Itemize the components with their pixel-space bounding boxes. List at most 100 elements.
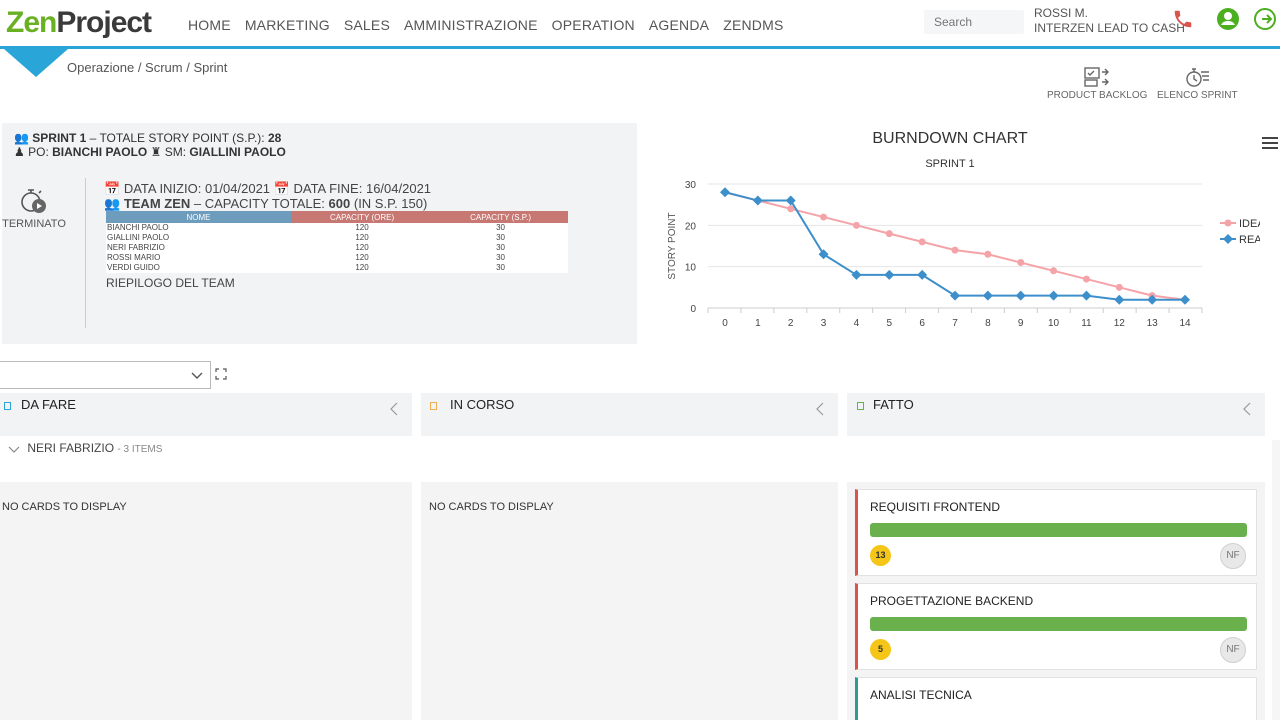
swimlane-header[interactable]: NERI FABRIZIO - 3 ITEMS: [8, 441, 162, 455]
lane-in-corso: NO CARDS TO DISPLAY: [421, 482, 838, 720]
board-scrollbar[interactable]: [1272, 440, 1280, 720]
menu-toggle-triangle[interactable]: [4, 49, 68, 77]
table-row: NERI FABRIZIO 120 30: [106, 243, 568, 253]
app-logo[interactable]: ZenProject: [6, 6, 152, 40]
chevron-down-icon: [191, 372, 203, 379]
team-name: TEAM ZEN: [123, 196, 191, 211]
chart-menu-icon[interactable]: [1262, 137, 1278, 149]
column-in-corso[interactable]: IN CORSO: [421, 393, 838, 436]
team-table: NOME CAPACITY (ORE) CAPACITY (S.P.) BIAN…: [106, 211, 568, 273]
sprint-sp-total: 28: [267, 131, 282, 145]
nav-zendms[interactable]: ZENDMS: [723, 17, 784, 33]
phone-icon[interactable]: [1172, 8, 1194, 30]
column-label: DA FARE: [21, 397, 76, 412]
capacity-total: 600: [328, 196, 351, 211]
table-row: ROSSI MARIO 120 30: [106, 253, 568, 263]
member-sp: 30: [433, 263, 568, 273]
logo-text-a: Zen: [6, 6, 57, 39]
col-nome[interactable]: NOME: [106, 211, 291, 223]
sm-name: GIALLINI PAOLO: [189, 145, 286, 159]
elenco-sprint-button[interactable]: ELENCO SPRINT: [1157, 66, 1238, 101]
x-tick-label: 13: [1147, 318, 1159, 329]
card-title: ANALISI TECNICA: [870, 688, 972, 702]
story-points-badge: 13: [870, 545, 891, 566]
stopwatch-list-icon: [1186, 68, 1210, 87]
end-label: DATA FINE:: [293, 181, 363, 196]
empty-lane-text: NO CARDS TO DISPLAY: [429, 501, 554, 513]
assignee-avatar[interactable]: NF: [1220, 637, 1246, 663]
backlog-icon: [1084, 67, 1110, 87]
chevron-down-icon: [8, 446, 20, 453]
legend-label: REALE: [1239, 234, 1260, 246]
chevron-left-icon[interactable]: [1243, 402, 1251, 416]
data-point-ideale: [984, 250, 992, 258]
expand-icon[interactable]: [215, 368, 227, 380]
nav-sales[interactable]: SALES: [343, 17, 390, 33]
col-capacity-sp[interactable]: CAPACITY (S.P.): [433, 211, 568, 223]
data-point-ideale: [852, 221, 860, 229]
nav-marketing[interactable]: MARKETING: [244, 17, 330, 33]
nav-amministrazione[interactable]: AMMINISTRAZIONE: [403, 17, 538, 33]
elenco-sprint-label: ELENCO SPRINT: [1157, 90, 1238, 101]
legend-marker: [1224, 219, 1232, 227]
data-point-ideale: [1082, 275, 1090, 283]
capacity-sp: (IN S.P. 150): [353, 196, 428, 211]
x-tick-label: 10: [1048, 318, 1060, 329]
assignee-avatar[interactable]: NF: [1220, 543, 1246, 569]
chevron-left-icon[interactable]: [816, 402, 824, 416]
col-capacity-ore[interactable]: CAPACITY (ORE): [291, 211, 434, 223]
po-label: PO:: [28, 145, 49, 159]
legend-label: IDEALE: [1239, 218, 1260, 230]
member-hours: 120: [291, 233, 434, 243]
data-point-reale: [982, 290, 993, 301]
logout-icon[interactable]: [1253, 7, 1277, 31]
data-point-reale: [917, 269, 928, 280]
column-color-icon: [857, 402, 864, 410]
chart-title: BURNDOWN CHART: [872, 130, 1028, 147]
story-points-badge: 5: [870, 639, 891, 660]
member-sp: 30: [433, 253, 568, 263]
sprint-header: 👥 SPRINT 1 – TOTALE STORY POINT (S.P.): …: [14, 131, 286, 159]
data-point-ideale: [951, 246, 959, 254]
product-backlog-button[interactable]: PRODUCT BACKLOG: [1047, 66, 1147, 101]
sprint-dates: 📅 DATA INIZIO: 01/04/2021 📅 DATA FINE: 1…: [104, 181, 431, 211]
nav-operation[interactable]: OPERATION: [551, 17, 635, 33]
data-point-reale: [1081, 290, 1092, 301]
user-info[interactable]: ROSSI M. INTERZEN LEAD TO CASH: [1034, 6, 1185, 36]
group-filter-select[interactable]: [0, 361, 211, 389]
nav-home[interactable]: HOME: [188, 17, 231, 33]
sprint-status[interactable]: TERMINATO: [2, 187, 66, 230]
member-name: BIANCHI PAOLO: [106, 223, 291, 233]
y-tick-label: 20: [685, 221, 697, 232]
x-tick-label: 2: [788, 318, 794, 329]
data-point-reale: [1015, 290, 1026, 301]
chevron-left-icon[interactable]: [390, 402, 398, 416]
search-input[interactable]: [924, 10, 1024, 34]
team-icon: 👥: [14, 131, 29, 145]
task-card[interactable]: REQUISITI FRONTEND 13 NF: [855, 489, 1257, 576]
user-company: INTERZEN LEAD TO CASH: [1034, 21, 1185, 35]
user-icon[interactable]: [1216, 7, 1240, 31]
legend-marker: [1223, 234, 1233, 244]
y-tick-label: 10: [685, 263, 697, 274]
x-tick-label: 5: [887, 318, 893, 329]
table-row: VERDI GUIDO 120 30: [106, 263, 568, 273]
data-point-reale: [851, 269, 862, 280]
breadcrumb[interactable]: Operazione / Scrum / Sprint: [67, 60, 228, 75]
lane-da-fare: NO CARDS TO DISPLAY: [0, 482, 412, 720]
data-point-ideale: [1050, 267, 1058, 275]
nav-agenda[interactable]: AGENDA: [648, 17, 710, 33]
task-card[interactable]: ANALISI TECNICA: [855, 677, 1257, 720]
member-sp: 30: [433, 243, 568, 253]
swimlane-count: - 3 ITEMS: [117, 444, 163, 455]
sprint-sp-label: – TOTALE STORY POINT (S.P.):: [89, 131, 265, 145]
capacity-label: – CAPACITY TOTALE:: [193, 196, 325, 211]
data-point-reale: [950, 290, 960, 301]
start-label: DATA INIZIO:: [123, 181, 202, 196]
end-date: 16/04/2021: [365, 181, 432, 196]
column-da-fare[interactable]: DA FARE: [0, 393, 412, 436]
task-card[interactable]: PROGETTAZIONE BACKEND 5 NF: [855, 583, 1257, 670]
data-point-reale: [884, 269, 895, 280]
column-fatto[interactable]: FATTO: [847, 393, 1265, 436]
start-date: 01/04/2021: [204, 181, 271, 196]
